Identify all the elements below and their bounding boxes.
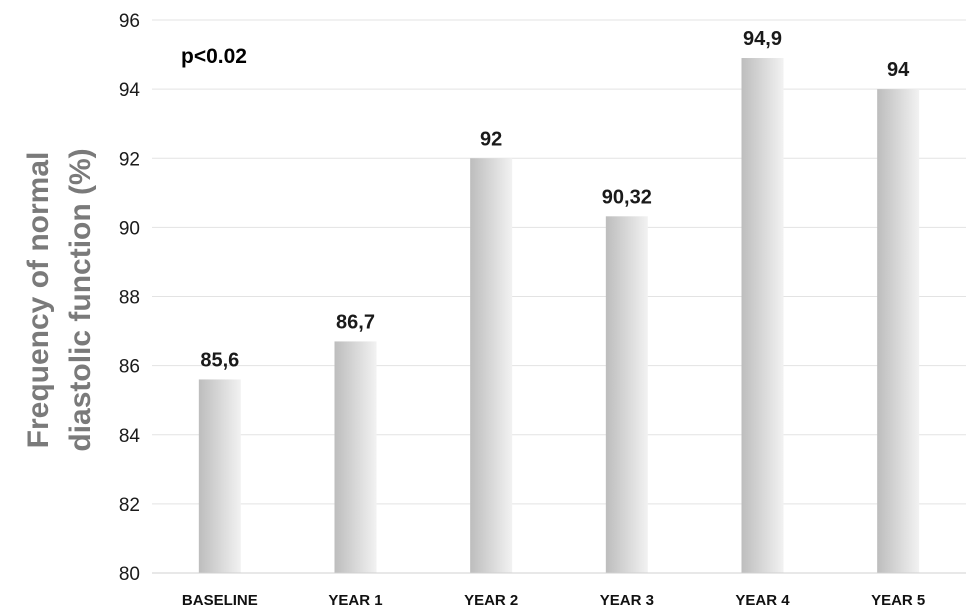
- y-axis-label-line-2: diastolic function (%): [64, 148, 97, 451]
- bar: [334, 341, 377, 573]
- bar-value-label: 94: [887, 59, 910, 81]
- bar-value-label: 94,9: [743, 28, 782, 50]
- bar: [198, 379, 241, 573]
- y-axis-label: Frequency of normal diastolic function (…: [22, 148, 97, 451]
- bar: [605, 216, 648, 573]
- x-category-label: YEAR 3: [600, 592, 654, 609]
- y-tick-label: 84: [119, 426, 141, 447]
- x-category-label: BASELINE: [182, 592, 258, 609]
- y-axis-label-line-1: Frequency of normal: [22, 152, 55, 449]
- p-value-annotation: p<0.02: [181, 45, 247, 68]
- x-category-label: YEAR 1: [328, 592, 382, 609]
- x-category-label: YEAR 4: [735, 592, 790, 609]
- bars: [198, 58, 920, 574]
- y-tick-label: 88: [119, 288, 140, 309]
- y-tick-label: 92: [119, 149, 140, 170]
- x-axis-categories: BASELINE YEAR 1 YEAR 2 YEAR 3 YEAR 4 YEAR 5: [182, 592, 925, 609]
- y-tick-label: 90: [119, 218, 140, 239]
- bar: [877, 89, 920, 573]
- bar: [470, 158, 513, 573]
- x-category-label: YEAR 2: [464, 592, 518, 609]
- bar-value-label: 85,6: [200, 349, 239, 371]
- x-category-label: YEAR 5: [871, 592, 925, 609]
- bar-value-label: 92: [480, 128, 502, 150]
- y-tick-label: 86: [119, 357, 140, 378]
- y-tick-label: 82: [119, 495, 140, 516]
- y-tick-label: 94: [119, 80, 141, 101]
- y-axis-ticks: 80 82 84 86 88 90 92 94 96: [119, 11, 141, 585]
- bar: [741, 58, 784, 574]
- value-labels: 85,6 86,7 92 90,32 94,9 94: [200, 28, 910, 371]
- y-tick-label: 80: [119, 564, 140, 585]
- y-tick-label: 96: [119, 11, 140, 32]
- gridlines: [152, 19, 966, 505]
- bar-value-label: 90,32: [602, 186, 652, 208]
- bar-value-label: 86,7: [336, 311, 375, 333]
